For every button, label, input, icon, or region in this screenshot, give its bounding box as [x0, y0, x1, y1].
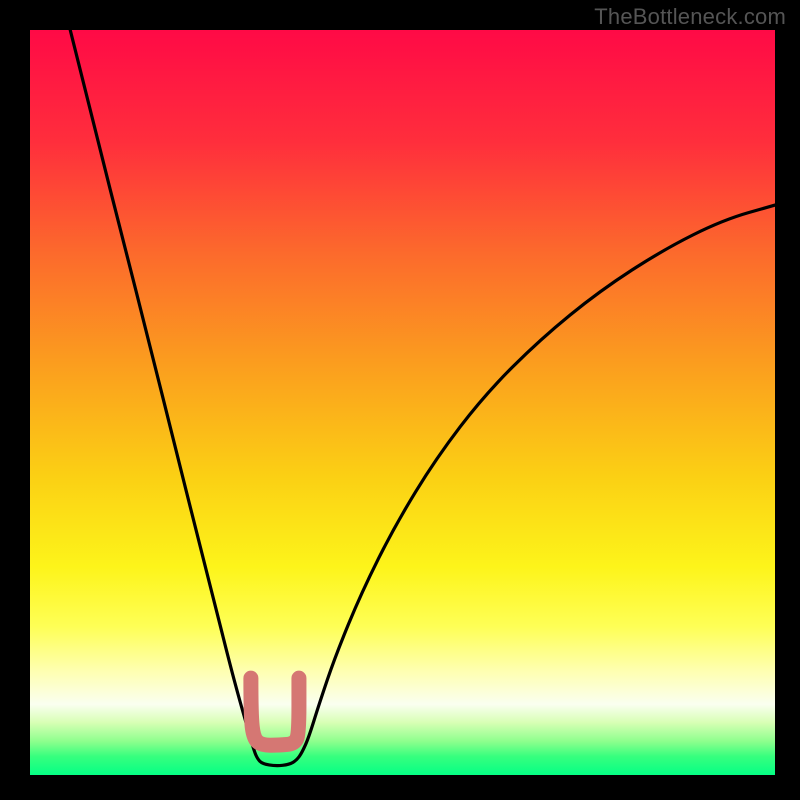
plot-background — [30, 30, 775, 775]
bottleneck-chart — [0, 0, 800, 800]
watermark-text: TheBottleneck.com — [594, 4, 786, 30]
